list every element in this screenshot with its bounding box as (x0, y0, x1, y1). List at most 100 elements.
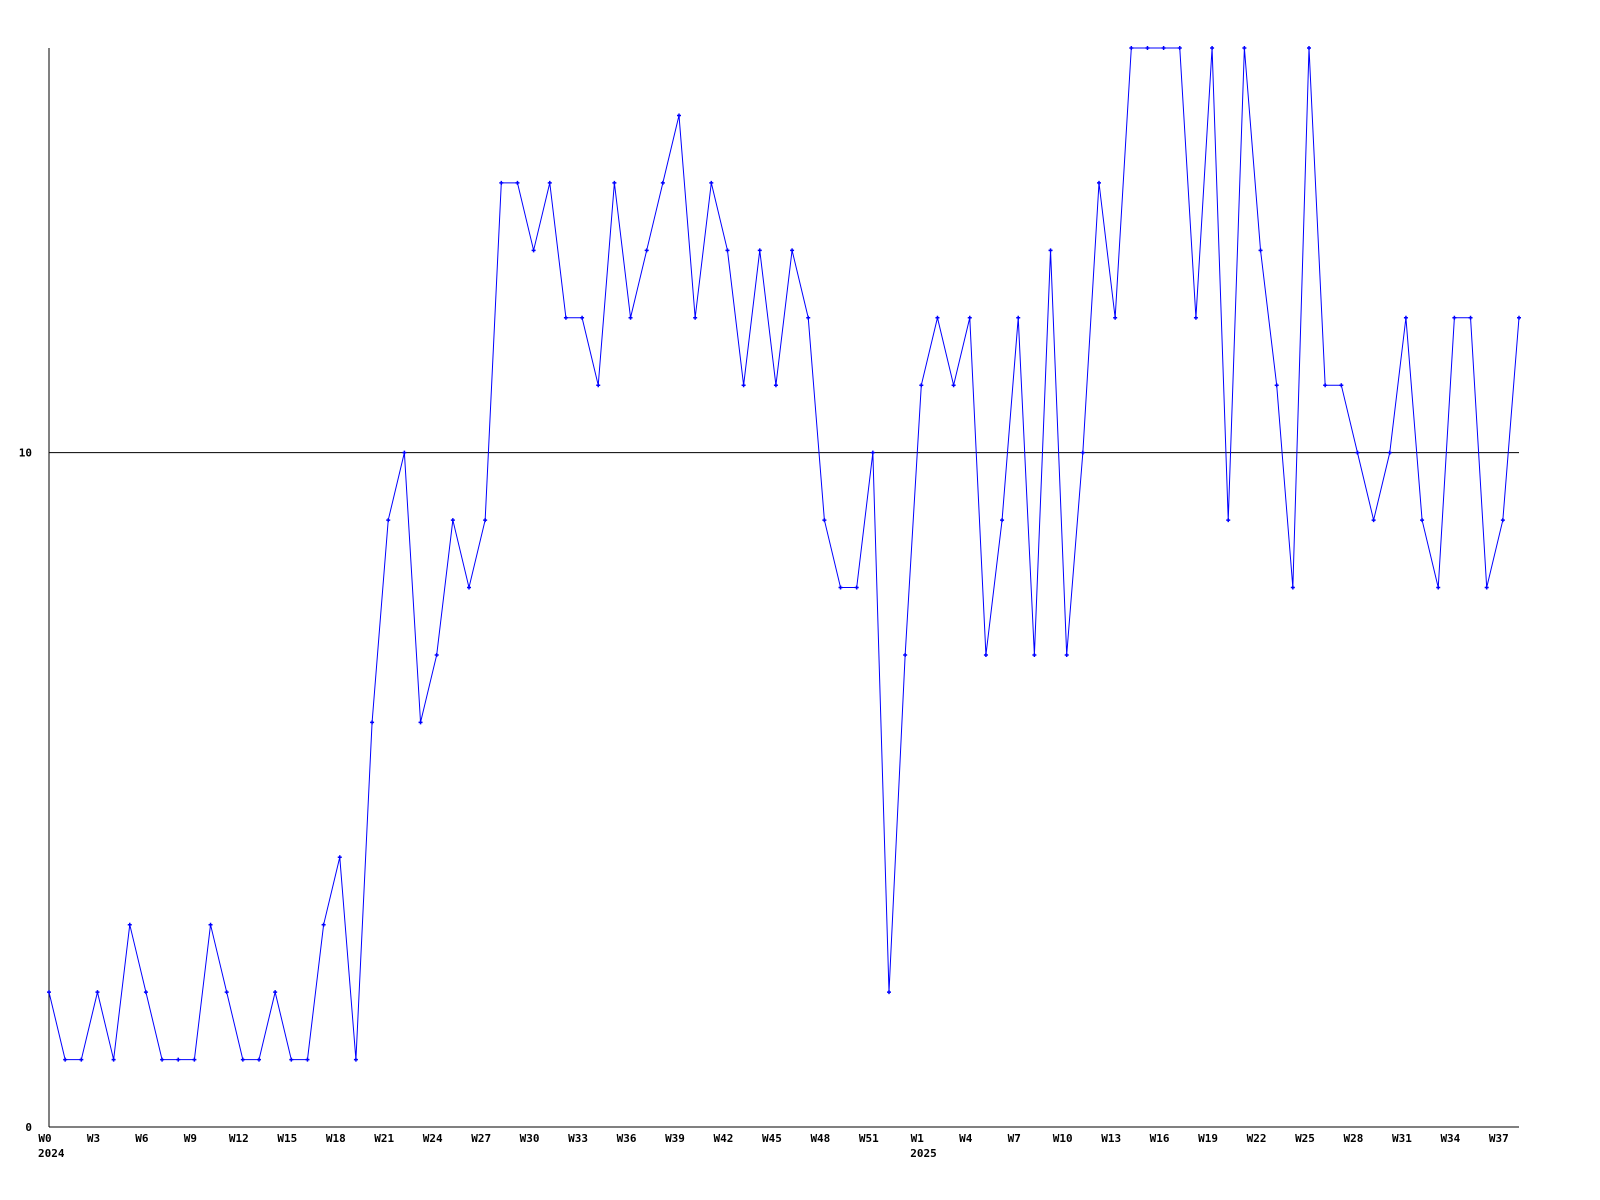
data-point (660, 180, 665, 185)
data-point (208, 922, 213, 927)
x-tick-label: W42 (714, 1132, 734, 1145)
data-point (838, 585, 843, 590)
data-point (143, 990, 148, 995)
data-point (160, 1057, 165, 1062)
data-point (644, 248, 649, 253)
x-tick-label: W4 (959, 1132, 973, 1145)
x-tick-label: W16 (1150, 1132, 1170, 1145)
x-tick-label: W34 (1440, 1132, 1460, 1145)
x-tick-label: W19 (1198, 1132, 1218, 1145)
data-point (1129, 46, 1134, 50)
data-point (1387, 450, 1392, 455)
data-point (1064, 652, 1069, 657)
data-point (1193, 315, 1198, 320)
data-point (547, 180, 552, 185)
x-tick-label: W0 (38, 1132, 51, 1145)
data-point (273, 990, 278, 995)
data-point (1113, 315, 1118, 320)
x-tick-label: W30 (520, 1132, 540, 1145)
data-point (289, 1057, 294, 1062)
data-point (1517, 315, 1521, 320)
data-point (1032, 652, 1037, 657)
x-tick-label: W3 (87, 1132, 100, 1145)
data-point (1242, 46, 1247, 50)
x-tick-label: W45 (762, 1132, 782, 1145)
data-point (1210, 46, 1215, 50)
data-point (677, 113, 681, 118)
x-tick-label: W25 (1295, 1132, 1315, 1145)
data-point (628, 315, 633, 320)
x-tick-label: W37 (1489, 1132, 1509, 1145)
x-tick-label: W36 (617, 1132, 637, 1145)
x-year-label: 2025 (910, 1147, 937, 1160)
x-tick-label: W33 (568, 1132, 588, 1145)
data-point (1274, 383, 1279, 388)
x-tick-label: W9 (184, 1132, 197, 1145)
x-tick-label: W28 (1344, 1132, 1364, 1145)
data-point (353, 1057, 358, 1062)
x-tick-label: W18 (326, 1132, 346, 1145)
data-point (531, 248, 536, 253)
data-point (1290, 585, 1295, 590)
data-point (693, 315, 698, 320)
x-tick-label: W24 (423, 1132, 443, 1145)
data-point (1258, 248, 1263, 253)
axes (48, 48, 1519, 1128)
data-point (757, 248, 762, 253)
data-point (1016, 315, 1021, 320)
data-point (1048, 248, 1053, 253)
data-point (854, 585, 859, 590)
data-point (773, 383, 778, 388)
data-point (1339, 383, 1344, 388)
x-axis-labels: W0 2024 W3 W6 W9 W12 W15 W18 W21 W24 W27 W30 W33 W36 W… (38, 1132, 1509, 1160)
data-point (483, 518, 488, 523)
data-point (596, 383, 601, 388)
data-point (111, 1057, 116, 1062)
x-tick-label: W48 (810, 1132, 830, 1145)
data-point (1420, 518, 1425, 523)
x-tick-label: W22 (1247, 1132, 1267, 1145)
x-tick-label: W21 (374, 1132, 394, 1145)
data-point (63, 1057, 68, 1062)
data-point (919, 383, 924, 388)
data-point (47, 990, 51, 995)
x-tick-label: W6 (135, 1132, 149, 1145)
data-point (822, 518, 827, 523)
data-point (1323, 383, 1328, 388)
data-point (1500, 518, 1505, 523)
data-point (127, 922, 132, 927)
data-point (321, 922, 326, 927)
data-point (887, 990, 891, 995)
data-point (176, 1057, 181, 1062)
data-point (741, 383, 746, 388)
data-point (1355, 450, 1360, 455)
data-point (951, 383, 956, 388)
data-point (240, 1057, 245, 1062)
data-point (563, 315, 568, 320)
data-point (418, 720, 423, 725)
series-line (47, 46, 1521, 1062)
data-point (983, 652, 988, 657)
data-point (337, 855, 342, 860)
data-point (580, 315, 585, 320)
data-point (806, 315, 811, 320)
x-tick-label: W12 (229, 1132, 249, 1145)
data-point (434, 652, 439, 657)
series-polyline (48, 47, 1520, 1061)
data-point (1000, 518, 1005, 523)
data-point (790, 248, 795, 253)
data-point (402, 450, 407, 455)
data-point (192, 1057, 197, 1062)
data-point (870, 450, 875, 455)
x-year-label: 2024 (38, 1147, 65, 1160)
x-tick-label: W15 (277, 1132, 297, 1145)
data-point (1484, 585, 1489, 590)
data-point (1403, 315, 1408, 320)
data-point (709, 180, 714, 185)
data-point (1307, 46, 1311, 50)
data-point (1161, 46, 1166, 50)
data-point (1452, 315, 1457, 320)
data-point (612, 180, 617, 185)
data-point (1177, 46, 1182, 50)
data-point (1226, 518, 1231, 523)
